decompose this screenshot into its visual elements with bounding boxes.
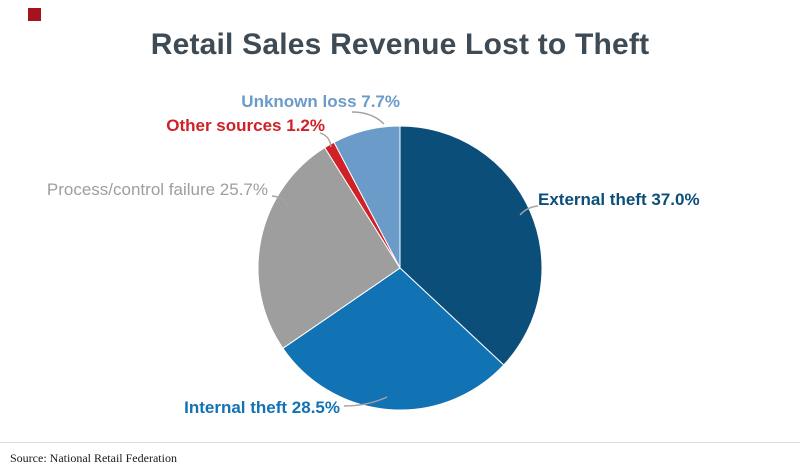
leader-line-other-sources [319, 132, 332, 148]
chart-footer: Source: National Retail Federation [0, 442, 800, 475]
pie-slice-internal-theft [282, 267, 505, 411]
source-attribution: Source: National Retail Federation [10, 451, 177, 465]
pie-label-other-sources: Other sources 1.2% [166, 116, 325, 135]
pie-label-external-theft: External theft 37.0% [538, 190, 700, 209]
leader-line-unknown-loss [351, 111, 385, 125]
leader-line-process-control-failure [271, 195, 289, 208]
pie-slices-group [257, 125, 543, 411]
pie-slice-unknown-loss [333, 125, 401, 269]
leader-lines-group [271, 111, 539, 407]
pie-slice-process-control-failure [257, 146, 401, 349]
pie-slice-external-theft [399, 125, 543, 366]
leader-line-external-theft [519, 205, 539, 216]
pie-label-process-control-failure: Process/control failure 25.7% [46, 180, 268, 199]
brand-logo-mark [28, 8, 41, 21]
pie-label-internal-theft: Internal theft 28.5% [184, 398, 340, 417]
leader-line-internal-theft [343, 396, 388, 407]
chart-title: Retail Sales Revenue Lost to Theft [150, 28, 650, 61]
pie-label-unknown-loss: Unknown loss 7.7% [241, 92, 400, 111]
